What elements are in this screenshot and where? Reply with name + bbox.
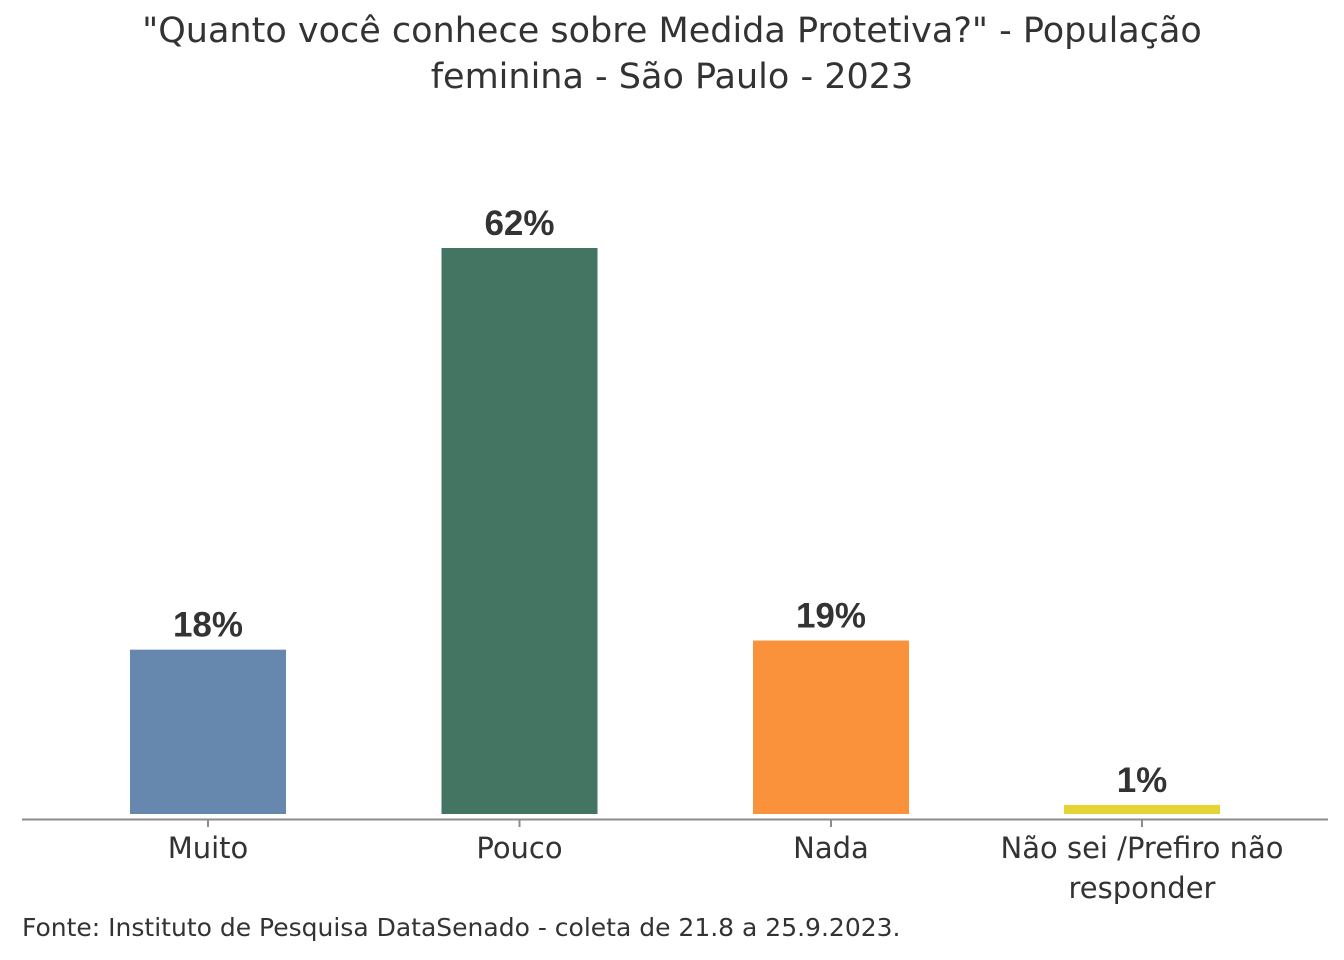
- data-label: 62%: [484, 204, 554, 243]
- bar-nada: [753, 640, 909, 814]
- data-label: 18%: [173, 606, 243, 645]
- bar-n-o-sei-prefiro-n-o-responder: [1064, 804, 1220, 814]
- chart-title: "Quanto você conhece sobre Medida Protet…: [0, 8, 1344, 100]
- chart-title-line-1: "Quanto você conhece sobre Medida Protet…: [142, 11, 1202, 51]
- source-note: Fonte: Instituto de Pesquisa DataSenado …: [22, 913, 901, 942]
- chart-title-line-2: feminina - São Paulo - 2023: [430, 57, 914, 97]
- x-tick-label: Muito: [168, 831, 249, 865]
- data-label: 19%: [796, 597, 866, 636]
- x-tick-label: responder: [1069, 871, 1216, 905]
- x-tick-label: Nada: [793, 831, 869, 865]
- data-label: 1%: [1117, 761, 1168, 800]
- x-tick-label: Pouco: [476, 831, 562, 865]
- bar-muito: [130, 649, 286, 814]
- bar-pouco: [441, 248, 598, 814]
- x-tick-label: Não sei /Prefiro não: [1001, 831, 1284, 865]
